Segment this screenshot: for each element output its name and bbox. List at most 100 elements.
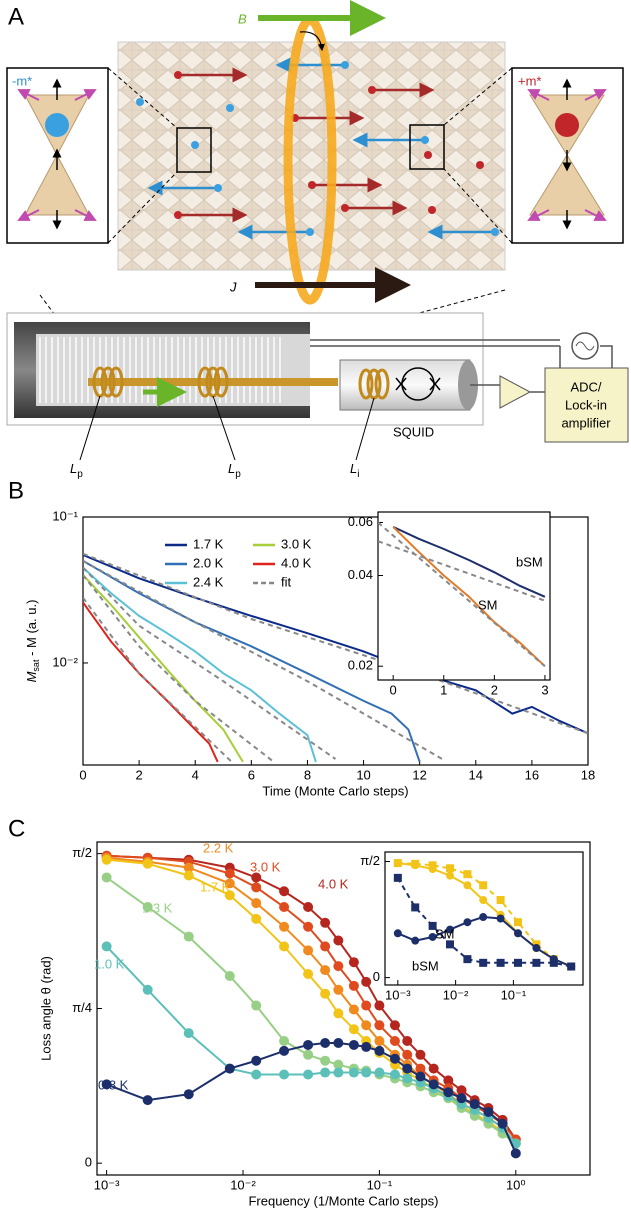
series-label: SM <box>478 597 498 612</box>
series-label: 1.3 K <box>142 900 173 915</box>
legend-label: 3.0 K <box>281 536 312 551</box>
marker <box>496 896 505 905</box>
series-line <box>392 525 546 598</box>
axis-label-text: - M (a. u.) <box>24 600 39 660</box>
y-tick-label: 0 <box>373 969 380 984</box>
marker <box>361 976 372 987</box>
marker <box>496 958 505 967</box>
marker <box>479 913 488 922</box>
series-label: 4.0 K <box>318 876 349 891</box>
marker <box>142 858 153 869</box>
series-label: 1.7 K <box>200 879 231 894</box>
coil-subscript: p <box>235 469 241 480</box>
marker <box>374 1036 385 1047</box>
y-tick-label: 0.04 <box>348 567 373 582</box>
marker <box>320 1055 331 1066</box>
marker <box>279 941 290 952</box>
apparatus <box>6 312 629 461</box>
y-tick-label: π/2 <box>360 853 380 868</box>
x-tick-label: 1 <box>440 682 447 697</box>
coil-symbol: L <box>70 461 77 476</box>
x-tick-label: 10⁰ <box>506 1177 526 1192</box>
marker <box>101 1079 112 1090</box>
marker <box>446 871 455 880</box>
marker <box>279 1069 290 1080</box>
marker <box>446 940 455 949</box>
marker <box>303 921 314 932</box>
marker <box>279 921 290 932</box>
series-line <box>83 574 244 763</box>
marker <box>446 864 455 873</box>
y-axis-label: Msat - M (a. u.) <box>24 600 41 683</box>
marker <box>513 958 522 967</box>
marker <box>303 1069 314 1080</box>
series-line <box>392 526 546 667</box>
x-tick-label: 6 <box>248 767 255 782</box>
x-tick-label: 16 <box>525 767 539 782</box>
marker <box>374 1067 385 1078</box>
marker <box>415 1063 426 1074</box>
series-label: 0.8 K <box>98 1077 129 1092</box>
marker <box>320 941 331 952</box>
marker <box>279 1036 290 1047</box>
legend-label: 1.7 K <box>193 536 224 551</box>
plot-area <box>101 850 521 1159</box>
marker <box>251 913 262 924</box>
coil-symbol: L <box>350 461 357 476</box>
x-tick-label: 2 <box>491 682 498 697</box>
marker <box>483 1106 494 1117</box>
marker <box>361 1020 372 1031</box>
series-line <box>378 521 546 667</box>
marker <box>224 970 235 981</box>
panel-label: A <box>8 3 24 30</box>
marker <box>361 1000 372 1011</box>
x-tick-label: 0 <box>390 682 397 697</box>
marker <box>428 932 437 941</box>
marker <box>393 873 402 882</box>
marker <box>279 902 290 913</box>
marker <box>510 1148 521 1159</box>
series-line <box>106 858 517 1145</box>
marker <box>463 870 472 879</box>
coil-subscript: i <box>357 469 359 480</box>
readout-label: Lock-in <box>565 397 607 412</box>
moment-label: -m* <box>12 73 32 88</box>
legend-label: 2.0 K <box>193 555 224 570</box>
x-tick-label: 10⁻¹ <box>501 987 527 1002</box>
marker <box>183 1028 194 1039</box>
y-axis-label: Loss angle θ (rad) <box>38 956 53 1061</box>
marker <box>320 917 331 928</box>
x-tick-label: 10⁻² <box>230 1177 256 1192</box>
marker <box>532 958 541 967</box>
marker <box>101 854 112 865</box>
marker <box>348 1004 359 1015</box>
marker <box>333 984 344 995</box>
legend-label: fit <box>281 574 292 589</box>
marker <box>374 1045 385 1056</box>
marker <box>361 1067 372 1078</box>
series-line <box>83 601 219 763</box>
squid-label: SQUID <box>393 424 434 439</box>
coil-label: Li <box>350 461 359 479</box>
readout-label: amplifier <box>561 415 611 430</box>
y-tick-label: 0.02 <box>348 658 373 673</box>
series-label: bSM <box>412 958 439 973</box>
y-tick-label: π/2 <box>72 845 92 860</box>
x-tick-label: 10⁻² <box>443 987 469 1002</box>
marker <box>348 1067 359 1078</box>
marker <box>402 1049 413 1060</box>
series-label: SM <box>435 926 455 941</box>
marker <box>320 988 331 999</box>
marker <box>251 898 262 909</box>
panel-label: B <box>8 477 24 504</box>
marker <box>479 896 488 905</box>
marker <box>393 929 402 938</box>
coil-symbol: L <box>228 461 235 476</box>
inset-frame <box>377 511 551 681</box>
marker <box>456 1093 467 1104</box>
marker <box>389 1036 400 1047</box>
marker <box>532 944 541 953</box>
marker <box>496 914 505 923</box>
axis-label-symbol: M <box>24 671 39 682</box>
marker <box>389 1053 400 1064</box>
